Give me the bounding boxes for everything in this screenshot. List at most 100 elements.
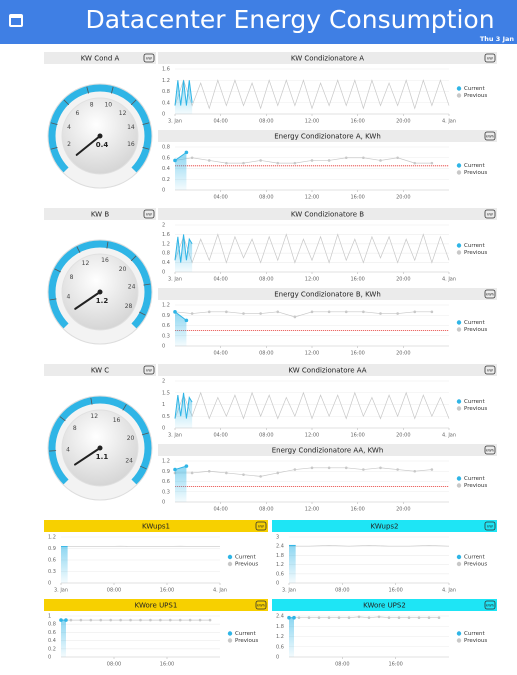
gauge-tick [90,397,93,405]
y-tick-label: 0 [48,655,51,661]
legend-swatch[interactable] [456,250,462,255]
legend-swatch[interactable] [456,320,462,325]
legend-label[interactable]: Current [464,555,486,561]
legend-label[interactable]: Previous [464,638,487,644]
legend-swatch[interactable] [456,327,462,332]
series-marker [129,618,132,622]
y-tick-label: 0.3 [48,569,56,575]
panel-icon[interactable] [143,53,155,63]
gauge-tick [142,122,150,125]
legend-label[interactable]: Previous [235,638,258,644]
panel-icon[interactable] [484,53,496,63]
legend-label[interactable]: Current [464,631,486,637]
legend-label[interactable]: Current [464,476,486,482]
y-tick-label: 0.8 [162,251,170,257]
panel-icon-label: kW [487,212,493,216]
y-tick-label: 0.3 [162,333,170,339]
y-tick-label: 0.6 [162,479,170,485]
x-tick-label: 16:00 [350,507,364,513]
x-tick-label: 16:00 [350,351,364,357]
series-marker [259,312,262,315]
panel-icon[interactable] [484,521,496,531]
series-marker [139,618,142,622]
panel-icon[interactable] [143,209,155,219]
legend-swatch[interactable] [456,170,462,175]
series-marker [149,618,152,622]
y-tick-label: 1 [48,614,51,620]
gauge-tick [130,99,137,106]
series-marker [327,466,331,470]
series-marker [362,468,365,471]
legend-label[interactable]: Previous [464,170,487,176]
legend-swatch[interactable] [456,163,462,168]
panel-icon[interactable] [484,209,496,219]
panel-icon[interactable] [484,131,496,141]
legend-label[interactable]: Current [235,631,257,637]
legend-swatch[interactable] [227,554,233,560]
legend-swatch[interactable] [227,561,233,567]
x-tick-label: 16:00 [160,588,174,594]
legend-swatch[interactable] [456,406,462,411]
panel-header [158,130,497,142]
legend-label[interactable]: Previous [464,406,487,412]
y-tick-label: 1.6 [162,67,170,73]
panel-title: KW Cond A [81,55,120,63]
series-marker [292,615,296,620]
series-marker [259,159,262,162]
x-tick-label: 04:00 [213,277,227,283]
legend-swatch[interactable] [456,483,462,488]
panel-icon[interactable] [484,600,496,610]
legend-swatch[interactable] [227,638,233,643]
legend-swatch[interactable] [227,631,233,636]
y-tick-label: 0.6 [162,155,170,161]
legend-label[interactable]: Previous [464,93,487,99]
legend-swatch[interactable] [456,476,462,481]
series-marker [173,310,177,314]
gauge-tick-label: 8 [70,274,74,281]
gauge-tick [49,298,57,301]
series-marker [396,468,399,471]
series-marker [207,469,211,473]
x-tick-label: 04:00 [213,433,227,439]
panel-icon[interactable] [484,445,496,455]
legend-label[interactable]: Current [464,320,486,326]
panel-icon[interactable] [484,365,496,375]
legend-label[interactable]: Current [464,86,486,92]
series-marker [190,312,194,315]
panel-icon[interactable] [143,365,155,375]
legend-label[interactable]: Current [235,555,257,561]
legend-label[interactable]: Previous [235,562,258,568]
legend-swatch[interactable] [456,638,462,643]
gauge-tick [130,255,137,262]
legend-label[interactable]: Current [464,163,486,169]
panel-icon[interactable] [255,521,267,531]
series-marker [69,618,73,622]
x-tick-label: 08:00 [335,662,349,668]
legend-swatch[interactable] [456,631,462,636]
legend-label[interactable]: Previous [464,327,487,333]
legend-swatch[interactable] [456,554,462,560]
gauge-tick [142,147,150,150]
legend-swatch[interactable] [456,399,462,404]
gauge-band [48,84,152,173]
x-tick-label: 16:00 [350,433,364,439]
series-area [61,546,68,583]
legend-label[interactable]: Previous [464,562,487,568]
x-tick-label: 08:00 [259,351,273,357]
legend-label[interactable]: Previous [464,250,487,256]
panel-title: KWore UPS2 [363,602,406,610]
legend-swatch[interactable] [456,93,462,98]
legend-swatch[interactable] [456,561,462,567]
gauge-tick-label: 12 [82,260,90,267]
legend-swatch[interactable] [456,86,462,91]
gauge-tick [106,241,109,249]
panel-title: KWups2 [371,523,399,531]
panel-icon[interactable] [484,289,496,299]
panel-icon-label: kWh [486,448,494,452]
legend-label[interactable]: Current [464,243,486,249]
legend-label[interactable]: Previous [464,483,487,489]
panel-icon[interactable] [255,600,267,610]
legend-label[interactable]: Current [464,399,486,405]
legend-swatch[interactable] [456,243,462,248]
series-area [175,466,187,502]
